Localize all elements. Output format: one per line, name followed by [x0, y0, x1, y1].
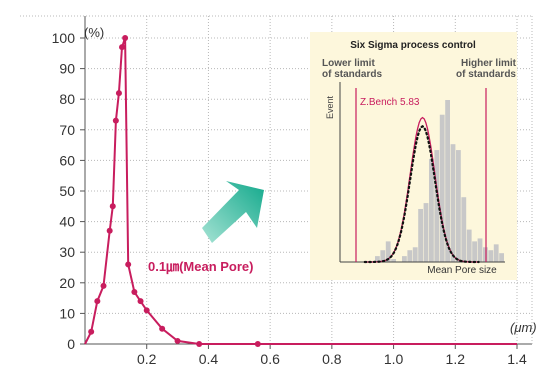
higher-limit-label: Higher limit of standards: [456, 58, 517, 80]
y-tick-label: 80: [59, 91, 75, 107]
data-point: [112, 117, 119, 124]
inset-bar: [472, 241, 477, 262]
x-tick-label: 0.8: [322, 351, 342, 367]
y-tick-label: 20: [59, 275, 75, 291]
data-point: [106, 227, 113, 234]
data-point: [109, 203, 116, 210]
y-tick-label: 100: [52, 30, 76, 46]
inset-bar: [466, 229, 472, 262]
y-tick-label: 40: [59, 214, 75, 230]
arrow-icon: [202, 181, 264, 243]
x-tick-label: 1.4: [507, 351, 527, 367]
x-unit-label: (μm): [510, 320, 537, 335]
x-axis-ticks: 0.2 0.4 0.6 0.8 1.0 1.2 1.4: [137, 344, 527, 367]
inset-bar: [450, 144, 456, 262]
inset-bar: [461, 197, 467, 262]
inset-bar: [385, 241, 391, 262]
data-point: [125, 261, 132, 268]
mean-pore-annotation: 0.1㎛(Mean Pore): [148, 259, 253, 275]
inset-bar: [412, 247, 418, 262]
x-tick-label: 0.6: [260, 351, 280, 367]
inset-bar: [423, 203, 429, 262]
y-tick-label: 90: [59, 61, 75, 77]
inset-bar: [488, 250, 494, 262]
data-point: [254, 341, 261, 347]
normal-fit-curve: [363, 124, 480, 264]
lower-limit-label: Lower limit of standards: [322, 58, 382, 80]
y-unit-label: (%): [84, 25, 104, 40]
y-tick-label: 0: [67, 336, 75, 352]
inset-y-label: Event: [325, 95, 335, 119]
y-tick-label: 30: [59, 244, 75, 260]
data-point: [131, 288, 138, 295]
data-point: [174, 337, 181, 344]
inset-bar: [434, 150, 440, 262]
data-point: [115, 90, 122, 97]
data-point: [196, 341, 203, 347]
inset-bar: [418, 208, 423, 262]
inset-bar: [429, 158, 434, 262]
inset-bar: [477, 238, 483, 262]
inset-lines: [339, 82, 505, 264]
zbench-label: Z.Bench 5.83: [360, 97, 420, 108]
six-sigma-inset: Six Sigma process control Lower limit of …: [322, 40, 517, 276]
inset-bar: [439, 114, 445, 263]
y-tick-label: 50: [59, 183, 75, 199]
y-tick-label: 60: [59, 152, 75, 168]
data-point: [88, 328, 95, 335]
inset-title: Six Sigma process control: [350, 40, 476, 51]
inset-bar: [375, 256, 380, 262]
inset-bar: [380, 250, 386, 262]
data-point: [159, 325, 166, 332]
x-tick-label: 0.2: [137, 351, 157, 367]
inset-bar: [391, 259, 396, 262]
data-point: [143, 307, 150, 314]
x-tick-label: 0.4: [199, 351, 219, 367]
data-point: [100, 282, 107, 289]
x-tick-label: 1.2: [446, 351, 466, 367]
data-point: [119, 44, 126, 51]
y-tick-label: 70: [59, 122, 75, 138]
inset-bar: [407, 250, 413, 262]
inset-histogram: [375, 100, 504, 263]
inset-bar: [493, 244, 499, 262]
pore-distribution-series: [84, 35, 517, 347]
y-tick-label: 10: [59, 305, 75, 321]
data-point: [122, 35, 129, 41]
data-point: [137, 298, 144, 305]
inset-bar: [499, 253, 504, 262]
inset-x-label: Mean Pore size: [427, 265, 497, 276]
data-point: [94, 298, 101, 305]
inset-bar: [445, 100, 450, 262]
inset-bar: [456, 150, 461, 262]
x-tick-label: 1.0: [384, 351, 404, 367]
y-axis-ticks: 0 10 20 30 40 50 60 70 80 90 100: [52, 30, 85, 352]
inset-bar: [402, 256, 407, 262]
